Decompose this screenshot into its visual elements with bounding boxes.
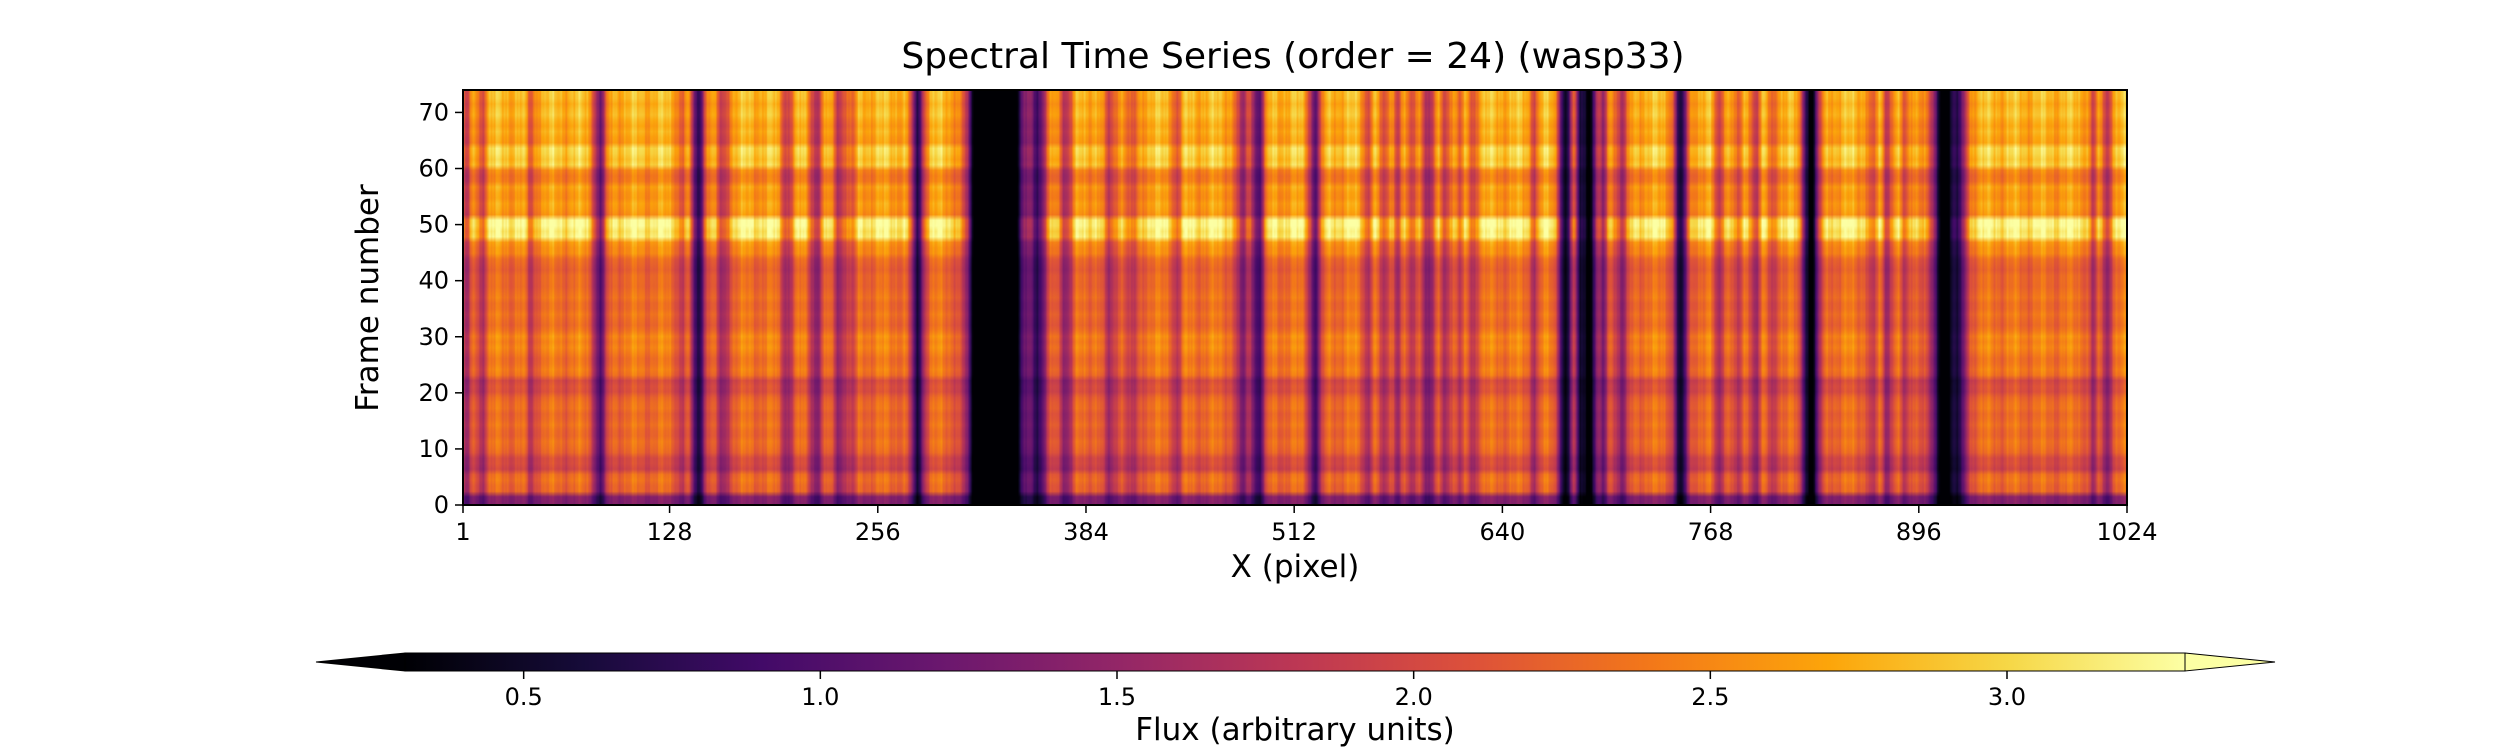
colorbar-tick-label: 1.0 bbox=[801, 683, 839, 711]
y-axis-label: Frame number bbox=[350, 184, 386, 412]
heatmap-image bbox=[463, 90, 2127, 505]
colorbar-ticks: 0.5 1.0 1.5 2.0 2.5 3.0 bbox=[505, 671, 2026, 711]
colorbar: 0.5 1.0 1.5 2.0 2.5 3.0 Flux (arbitrary units… bbox=[315, 652, 2276, 748]
x-tick-label: 256 bbox=[855, 518, 901, 546]
y-tick-label: 0 bbox=[434, 491, 449, 519]
colorbar-upper-extension bbox=[2184, 652, 2276, 672]
plot-frame bbox=[462, 89, 2128, 506]
colorbar-tick-label: 3.0 bbox=[1988, 683, 2026, 711]
heatmap-plot-area bbox=[462, 89, 2128, 506]
x-tick-label: 896 bbox=[1896, 518, 1942, 546]
y-tick-label: 60 bbox=[418, 155, 449, 183]
y-tick-label: 70 bbox=[418, 98, 449, 126]
colorbar-tick-label: 1.5 bbox=[1098, 683, 1136, 711]
colorbar-lower-extension bbox=[315, 652, 406, 672]
x-axis-label: X (pixel) bbox=[1231, 549, 1360, 585]
colorbar-gradient bbox=[404, 652, 2186, 672]
y-tick-label: 30 bbox=[418, 323, 449, 351]
colorbar-label: Flux (arbitrary units) bbox=[1135, 712, 1455, 748]
x-tick-label: 128 bbox=[647, 518, 693, 546]
colorbar-tick-label: 0.5 bbox=[505, 683, 543, 711]
chart-title: Spectral Time Series (order = 24) (wasp3… bbox=[901, 36, 1684, 77]
colorbar-tick-label: 2.0 bbox=[1395, 683, 1433, 711]
x-tick-label: 768 bbox=[1688, 518, 1734, 546]
y-tick-label: 50 bbox=[418, 211, 449, 239]
y-tick-label: 10 bbox=[418, 435, 449, 463]
y-tick-label: 20 bbox=[418, 379, 449, 407]
x-tick-label: 1024 bbox=[2096, 518, 2157, 546]
y-axis-ticks: 0 10 20 30 40 50 60 70 bbox=[418, 98, 463, 519]
colorbar-tick-label: 2.5 bbox=[1691, 683, 1729, 711]
x-tick-label: 384 bbox=[1063, 518, 1109, 546]
x-tick-label: 640 bbox=[1479, 518, 1525, 546]
x-tick-label: 512 bbox=[1271, 518, 1317, 546]
y-tick-label: 40 bbox=[418, 267, 449, 295]
x-tick-label: 1 bbox=[455, 518, 470, 546]
heatmap-raster bbox=[463, 90, 2127, 505]
x-axis-ticks: 1 128 256 384 512 640 768 896 1024 bbox=[455, 505, 2158, 546]
